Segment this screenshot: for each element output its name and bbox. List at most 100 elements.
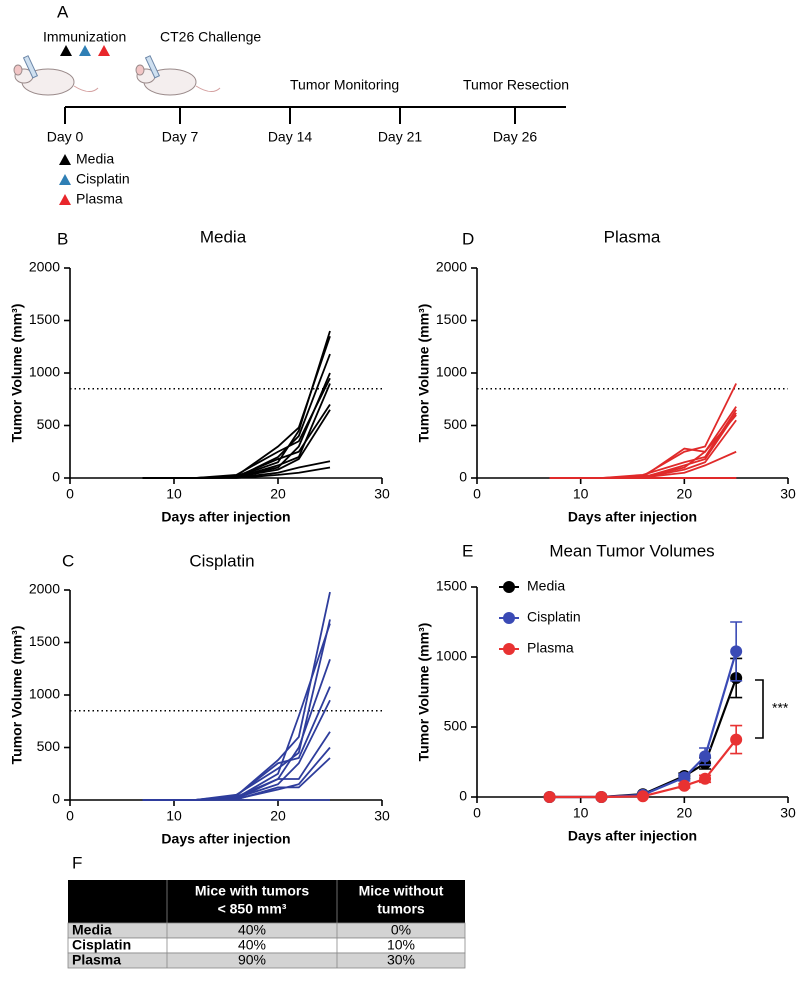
x-tick-label: 0 [66, 486, 74, 502]
y-tick-label: 1500 [436, 311, 467, 327]
legend-marker [503, 643, 515, 655]
y-tick-label: 0 [459, 469, 467, 485]
legend-triangle [59, 154, 71, 165]
timeline-label: Tumor Monitoring [290, 77, 399, 93]
table-header-cell: Mice with tumors [195, 883, 310, 899]
x-tick-label: 30 [374, 486, 390, 502]
series-line [142, 466, 331, 479]
y-tick-label: 500 [37, 738, 61, 754]
panel-label: B [57, 229, 68, 248]
y-tick-label: 500 [37, 416, 61, 432]
legend-label: Media [527, 578, 565, 594]
y-tick-label: 1000 [29, 364, 60, 380]
day-label: Day 7 [162, 129, 199, 145]
table-body: Media 40% 0% Cisplatin 40% 10% Plasma 90% 30% [72, 922, 415, 968]
x-tick-label: 0 [66, 808, 74, 824]
day-label: Day 26 [493, 129, 538, 145]
chart-title: Mean Tumor Volumes [549, 541, 714, 560]
panel-label: F [72, 853, 82, 872]
y-tick-label: 0 [52, 469, 60, 485]
table-cell: Plasma [72, 952, 121, 968]
panel-label: E [462, 541, 473, 560]
table-cell: 10% [387, 937, 415, 953]
y-tick-label: 2000 [29, 259, 60, 275]
table-header-cell: Mice without [359, 883, 444, 899]
chart-title: Cisplatin [189, 551, 254, 570]
data-point [678, 771, 691, 784]
y-axis-label: Tumor Volume (mm³) [416, 623, 432, 762]
day-label: Day 14 [268, 129, 313, 145]
y-tick-label: 1500 [29, 633, 60, 649]
table-cell: Cisplatin [72, 937, 131, 953]
table-cell: 40% [238, 922, 266, 938]
day-label: Day 0 [47, 129, 84, 145]
x-tick-label: 10 [573, 486, 589, 502]
table-cell: 90% [238, 952, 266, 968]
mouse-icon [135, 55, 221, 96]
table-cell: 40% [238, 937, 266, 953]
series-line [549, 406, 737, 479]
data-point [543, 791, 556, 803]
y-tick-label: 1000 [436, 364, 467, 380]
table-cell: 0% [391, 922, 411, 938]
x-axis-label: Days after injection [161, 509, 290, 525]
x-tick-label: 20 [270, 486, 286, 502]
x-tick-label: 10 [166, 808, 182, 824]
x-tick-label: 20 [677, 805, 693, 821]
significance-bracket [755, 679, 764, 739]
y-axis-label: Tumor Volume (mm³) [9, 626, 25, 765]
y-tick-label: 2000 [29, 581, 60, 597]
timeline-label: Immunization [43, 29, 126, 45]
x-tick-label: 30 [374, 808, 390, 824]
series-line [549, 738, 738, 799]
data-point [595, 791, 608, 803]
legend-marker [503, 581, 515, 593]
y-tick-label: 1000 [29, 686, 60, 702]
y-axis-label: Tumor Volume (mm³) [9, 304, 25, 443]
chart-title: Plasma [604, 227, 661, 246]
table-header [68, 880, 465, 923]
table-cell: 30% [387, 952, 415, 968]
x-tick-label: 20 [270, 808, 286, 824]
chart: C Cisplatin Days after injection Tumor Volu… [9, 551, 390, 846]
series-line [549, 412, 737, 479]
chart: E Mean Tumor Volumes Days after injection T… [416, 541, 796, 843]
data-point [699, 750, 712, 763]
y-tick-label: 1000 [436, 648, 467, 664]
legend-triangle [59, 174, 71, 185]
data-point [730, 733, 743, 746]
y-tick-label: 500 [444, 718, 468, 734]
series-line [142, 330, 331, 479]
legend-triangle [60, 45, 72, 56]
y-tick-label: 1500 [436, 578, 467, 594]
x-tick-label: 0 [473, 805, 481, 821]
y-tick-label: 1500 [29, 311, 60, 327]
legend-triangle [98, 45, 110, 56]
x-axis-label: Days after injection [568, 828, 697, 844]
panel-label: C [62, 551, 74, 570]
y-tick-label: 500 [444, 416, 468, 432]
x-tick-label: 20 [677, 486, 693, 502]
table-cell: Media [72, 922, 112, 938]
y-tick-label: 0 [52, 791, 60, 807]
legend-label: Plasma [527, 640, 574, 656]
table-header-cell: < 850 mm³ [218, 901, 287, 917]
timeline-label: Tumor Resection [463, 77, 569, 93]
series-line [142, 591, 331, 801]
y-tick-label: 2000 [436, 259, 467, 275]
chart: D Plasma Days after injection Tumor Volume … [416, 227, 796, 524]
data-point [678, 779, 691, 792]
legend-label: Cisplatin [527, 609, 581, 625]
x-tick-label: 10 [166, 486, 182, 502]
x-tick-label: 10 [573, 805, 589, 821]
series-line [142, 658, 331, 801]
y-tick-label: 0 [459, 788, 467, 804]
legend-label: Plasma [76, 191, 123, 207]
data-point [730, 645, 743, 658]
timeline-label: CT26 Challenge [160, 29, 261, 45]
timeline-axis [64, 106, 566, 124]
mouse-icon [13, 55, 99, 96]
legend-triangle [79, 45, 91, 56]
